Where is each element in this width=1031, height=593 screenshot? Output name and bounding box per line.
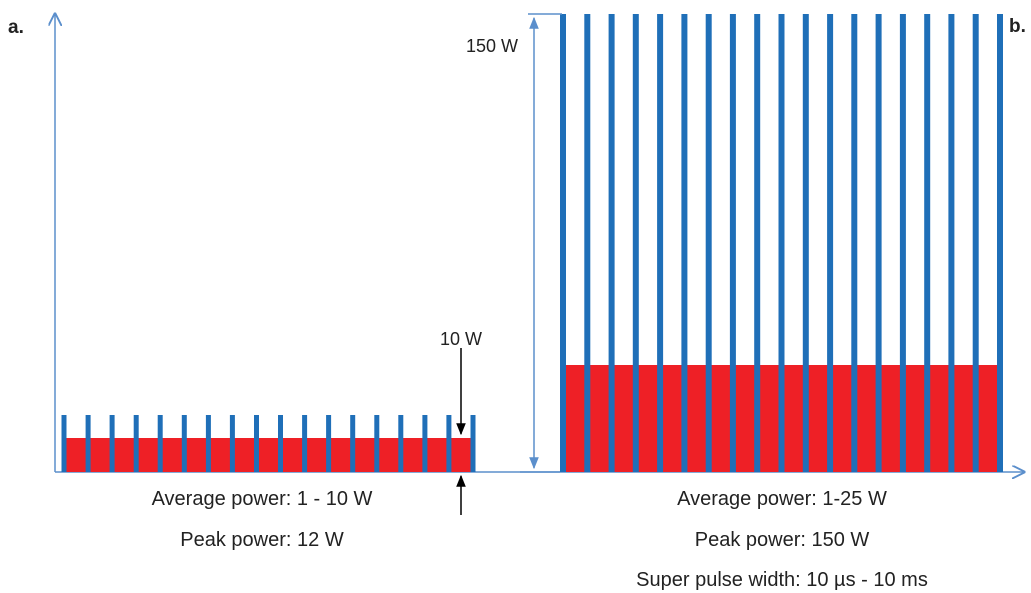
panel-a-pulse [302, 415, 308, 472]
panel-a-average-power-fill [63, 438, 473, 472]
panel-b-pulses [560, 14, 1003, 472]
panel-b-pulse [924, 14, 931, 472]
panel-b-pulse [802, 14, 809, 472]
panel-a-pulse [374, 415, 380, 472]
panel-a-pulse [470, 415, 476, 472]
panel-a-pulses [61, 415, 476, 472]
panel-a-level-label: 10 W [440, 329, 482, 349]
panel-b-pulse [657, 14, 664, 472]
panel-a-pulse [229, 415, 235, 472]
panel-a-caption-peak: Peak power: 12 W [180, 529, 344, 551]
panel-a-letter: a. [8, 17, 24, 38]
panel-b-pulse [754, 14, 761, 472]
panel-a-pulse [326, 415, 332, 472]
panel-b-pulse [851, 14, 858, 472]
panel-a-pulse [254, 415, 259, 472]
panel-b-caption-peak: Peak power: 150 W [695, 529, 870, 551]
panel-a-pulse [181, 415, 187, 472]
panel-a-pulse [350, 415, 356, 472]
panel-b-pulse [608, 14, 615, 472]
panel-b-pulse [584, 14, 591, 472]
panel-b-pulse [705, 14, 712, 472]
panel-b-pulse [729, 14, 736, 472]
panel-b-caption-width: Super pulse width: 10 µs - 10 ms [636, 569, 928, 591]
panel-a-pulse [133, 415, 139, 472]
panel-b-pulse [875, 14, 882, 472]
panel-b-pulse [632, 14, 639, 472]
panel-a-pulse [205, 415, 211, 472]
panel-b-pulse [560, 14, 566, 472]
panel-a-pulse [422, 415, 428, 472]
panel-a-pulse [61, 415, 67, 472]
panel-a-pulse [109, 415, 115, 472]
panel-a-pulse [398, 415, 404, 472]
panel-b-pulse [899, 14, 906, 472]
panel-b-pulse [778, 14, 785, 472]
panel-b-letter: b. [1009, 16, 1026, 37]
panel-b-pulse [948, 14, 955, 472]
panel-b-pulse [681, 14, 688, 472]
panel-b-peak-label: 150 W [466, 36, 518, 56]
panel-b-pulse [972, 14, 979, 472]
panel-b-pulse [827, 14, 834, 472]
panel-a-pulse [157, 415, 163, 472]
panel-a-pulse [446, 415, 452, 472]
panel-b-pulse [997, 14, 1003, 472]
panel-a-caption-average: Average power: 1 - 10 W [152, 488, 373, 510]
panel-a-pulse [85, 415, 91, 472]
panel-a-pulse [278, 415, 283, 472]
panel-b-caption-average: Average power: 1-25 W [677, 488, 887, 510]
